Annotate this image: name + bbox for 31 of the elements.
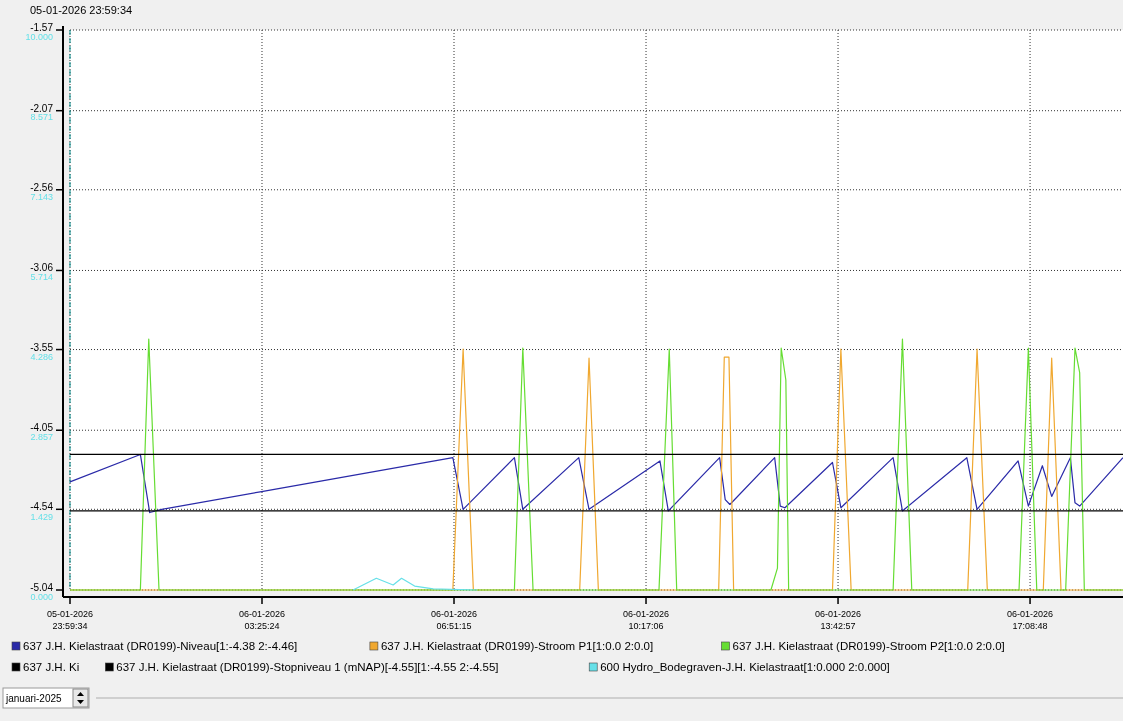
x-tick-label: 06-01-2026 06:51:15 (430, 609, 478, 631)
y2-tick-label: 8.571 (30, 112, 53, 123)
legend-label: 637 J.H. Ki (23, 661, 80, 673)
ref-line-label: 05-01-2026 23:59:34 (30, 4, 133, 16)
text: januari-2025 (5, 693, 63, 704)
y-tick-label: -5.04 (30, 582, 54, 593)
line-series (69, 453, 1123, 514)
y-tick-label: -4.54 (30, 501, 54, 513)
y-tick-label: -4.05 (30, 422, 54, 434)
x-tick-label: 05-01-2026 23:59:34 (46, 609, 94, 631)
y2-tick-label: 4.286 (30, 351, 53, 362)
y2-tick-label: 5.714 (30, 272, 53, 283)
legend-label: 637 J.H. Kielastraat (DR0199)-Stroom P1[1:0.0 2:0.0] (380, 640, 654, 652)
legend-label: 637 J.H. Kielastraat (DR0199)-Stroom P2[1:0.0 2:0.0] (732, 640, 1005, 652)
x-tick-label: 06-01-2026 03:25:24 (238, 609, 286, 631)
x-tick-label: 06-01-2026 10:17:06 (623, 609, 670, 631)
x-tick-label: 06-01-2026 13:42:57 (815, 609, 862, 631)
y2-tick-label: 1.429 (30, 511, 53, 522)
y-tick-label: -2.56 (30, 181, 54, 193)
legend-label: 637 J.H. Kielastraat (DR0199)-Niveau[1:-4.38 2:-4.46] (23, 640, 298, 652)
y2-tick-label: 2.857 (30, 432, 53, 443)
y2-tick-label: 10.000 (25, 32, 53, 42)
legend-label: 600 Hydro_Bodegraven-J.H. Kielastraat[1:0.000 2:0.000] (600, 661, 890, 673)
y-tick-label: -3.55 (30, 341, 54, 353)
y2-tick-label: 0.000 (30, 592, 53, 602)
y2-tick-label: 7.143 (30, 191, 53, 202)
y-tick-label: -2.07 (30, 102, 54, 114)
y-tick-label: -1.57 (30, 22, 54, 33)
y-tick-label: -3.06 (30, 262, 54, 274)
legend-label: 637 J.H. Kielastraat (DR0199)-Stopniveau 1 (mNAP)[-4.55][1:-4.55 2:-4.55] (116, 661, 499, 673)
x-tick-label: 06-01-2026 17:08:48 (1007, 609, 1054, 631)
